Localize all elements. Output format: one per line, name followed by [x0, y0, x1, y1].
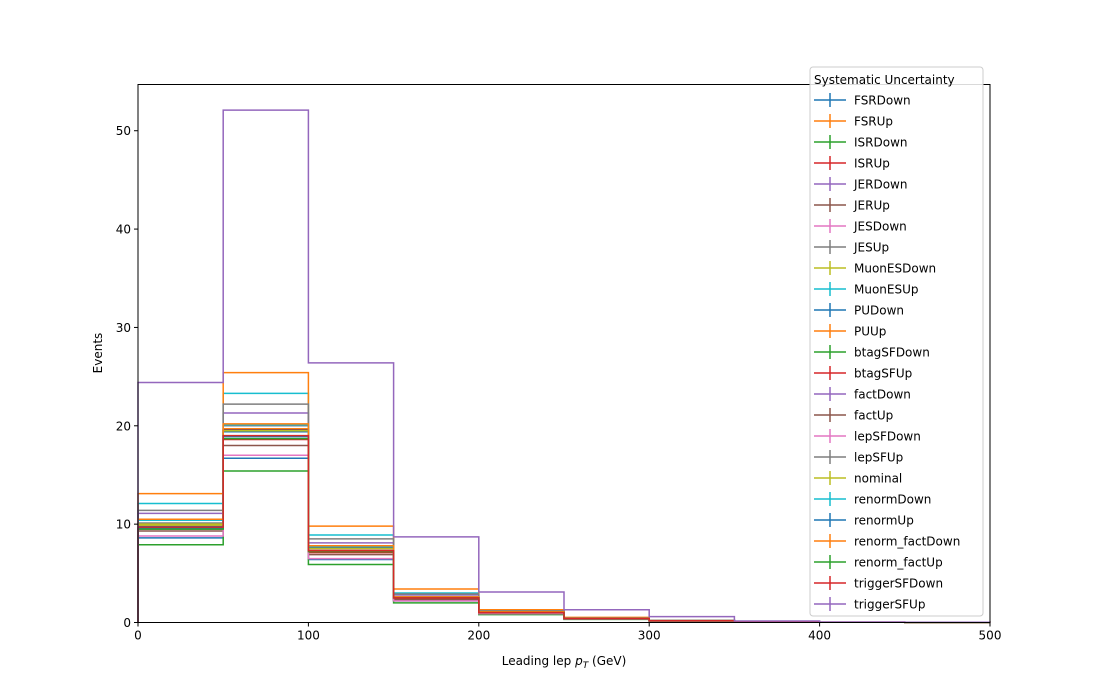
legend-entry-lepSFUp: lepSFUp — [854, 451, 903, 465]
y-tick-label: 40 — [116, 223, 131, 237]
legend-entry-factDown: factDown — [854, 388, 911, 402]
x-tick-label: 400 — [808, 629, 831, 643]
x-tick-label: 0 — [134, 629, 142, 643]
legend-entry-MuonESUp: MuonESUp — [854, 283, 919, 297]
legend-entry-factUp: factUp — [854, 409, 893, 423]
y-tick-label: 30 — [116, 321, 131, 335]
legend-title: Systematic Uncertainty — [814, 73, 955, 87]
x-axis-label: Leading lep pT (GeV) — [502, 654, 627, 671]
legend-entry-renorm_factDown: renorm_factDown — [854, 535, 960, 549]
legend-entry-renormDown: renormDown — [854, 493, 931, 507]
legend-entry-triggerSFDown: triggerSFDown — [854, 577, 943, 591]
legend-entry-lepSFDown: lepSFDown — [854, 430, 921, 444]
legend-entry-ISRDown: ISRDown — [854, 136, 908, 150]
legend-entry-renorm_factUp: renorm_factUp — [854, 556, 943, 570]
legend-entry-btagSFDown: btagSFDown — [854, 346, 930, 360]
legend-entry-PUDown: PUDown — [854, 304, 904, 318]
y-tick-label: 20 — [116, 419, 131, 433]
axis-ticks: 0 100 200 300 400 500 0 10 20 30 40 50 — [116, 124, 1002, 642]
x-tick-label: 100 — [297, 629, 320, 643]
legend-entry-btagSFUp: btagSFUp — [854, 367, 912, 381]
legend-entry-JESUp: JESUp — [853, 241, 889, 255]
y-tick-label: 10 — [116, 518, 131, 532]
x-tick-label: 200 — [467, 629, 490, 643]
legend-entry-ISRUp: ISRUp — [854, 157, 890, 171]
legend: Systematic Uncertainty FSRDown FSRUp ISRDow… — [809, 66, 984, 617]
legend-entry-PUUp: PUUp — [854, 325, 886, 339]
legend-entry-renormUp: renormUp — [854, 514, 914, 528]
legend-entry-FSRDown: FSRDown — [854, 94, 911, 108]
legend-entry-JERUp: JERUp — [853, 199, 890, 213]
legend-entry-nominal: nominal — [854, 472, 902, 486]
x-tick-label: 500 — [979, 629, 1002, 643]
legend-entry-FSRUp: FSRUp — [854, 115, 893, 129]
y-tick-label: 0 — [123, 616, 131, 630]
y-axis-label: Events — [91, 333, 105, 374]
y-tick-label: 50 — [116, 124, 131, 138]
x-tick-label: 300 — [638, 629, 661, 643]
legend-entry-triggerSFUp: triggerSFUp — [854, 598, 925, 612]
legend-box — [809, 66, 984, 617]
plot-frame — [137, 84, 991, 623]
legend-entry-MuonESDown: MuonESDown — [854, 262, 936, 276]
legend-entry-JESDown: JESDown — [853, 220, 907, 234]
legend-entry-JERDown: JERDown — [853, 178, 907, 192]
